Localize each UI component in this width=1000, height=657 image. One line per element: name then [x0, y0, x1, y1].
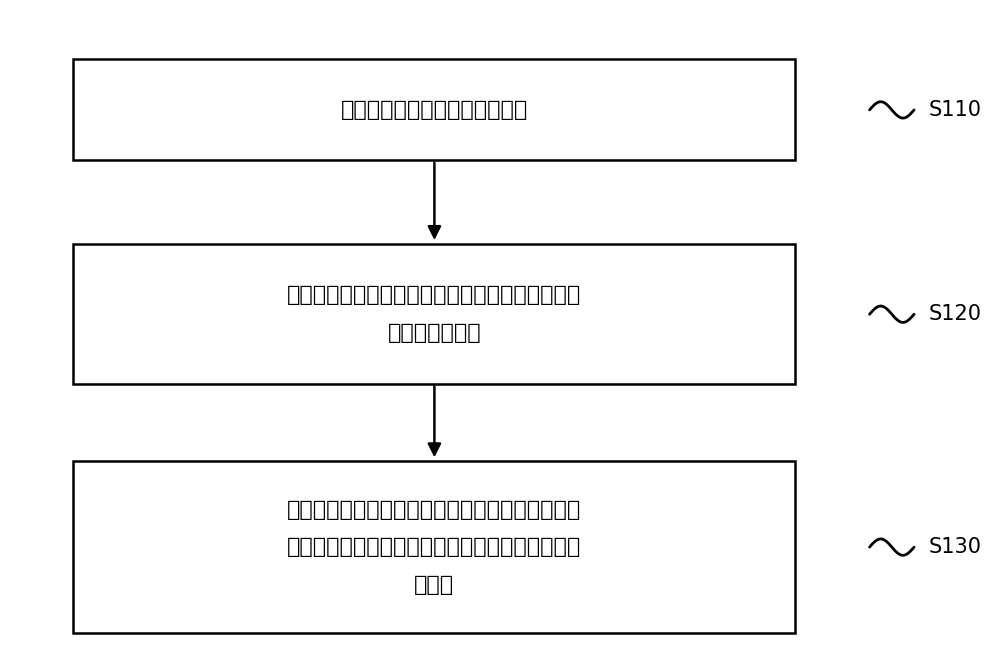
Text: S120: S120 [929, 304, 982, 324]
Bar [73, 59, 795, 160]
Text: 成连续光纤线路: 成连续光纤线路 [388, 323, 481, 343]
Text: 将预制装配式盾构管片依次安装施工，每隔预设距: 将预制装配式盾构管片依次安装施工，每隔预设距 [287, 500, 582, 520]
Bar [73, 244, 795, 384]
Text: 分析仪: 分析仪 [414, 575, 454, 595]
Text: S110: S110 [929, 100, 982, 120]
Text: 定位预制装配式盾构管片的位置: 定位预制装配式盾构管片的位置 [341, 100, 528, 120]
Text: 相邻两片预制装配式盾构管片的光纤接头对接，形: 相邻两片预制装配式盾构管片的光纤接头对接，形 [287, 285, 582, 305]
Bar [73, 461, 795, 633]
Text: S130: S130 [929, 537, 982, 557]
Text: 离布置光纤信号分析仪，将光纤信号接入光纤信号: 离布置光纤信号分析仪，将光纤信号接入光纤信号 [287, 537, 582, 557]
